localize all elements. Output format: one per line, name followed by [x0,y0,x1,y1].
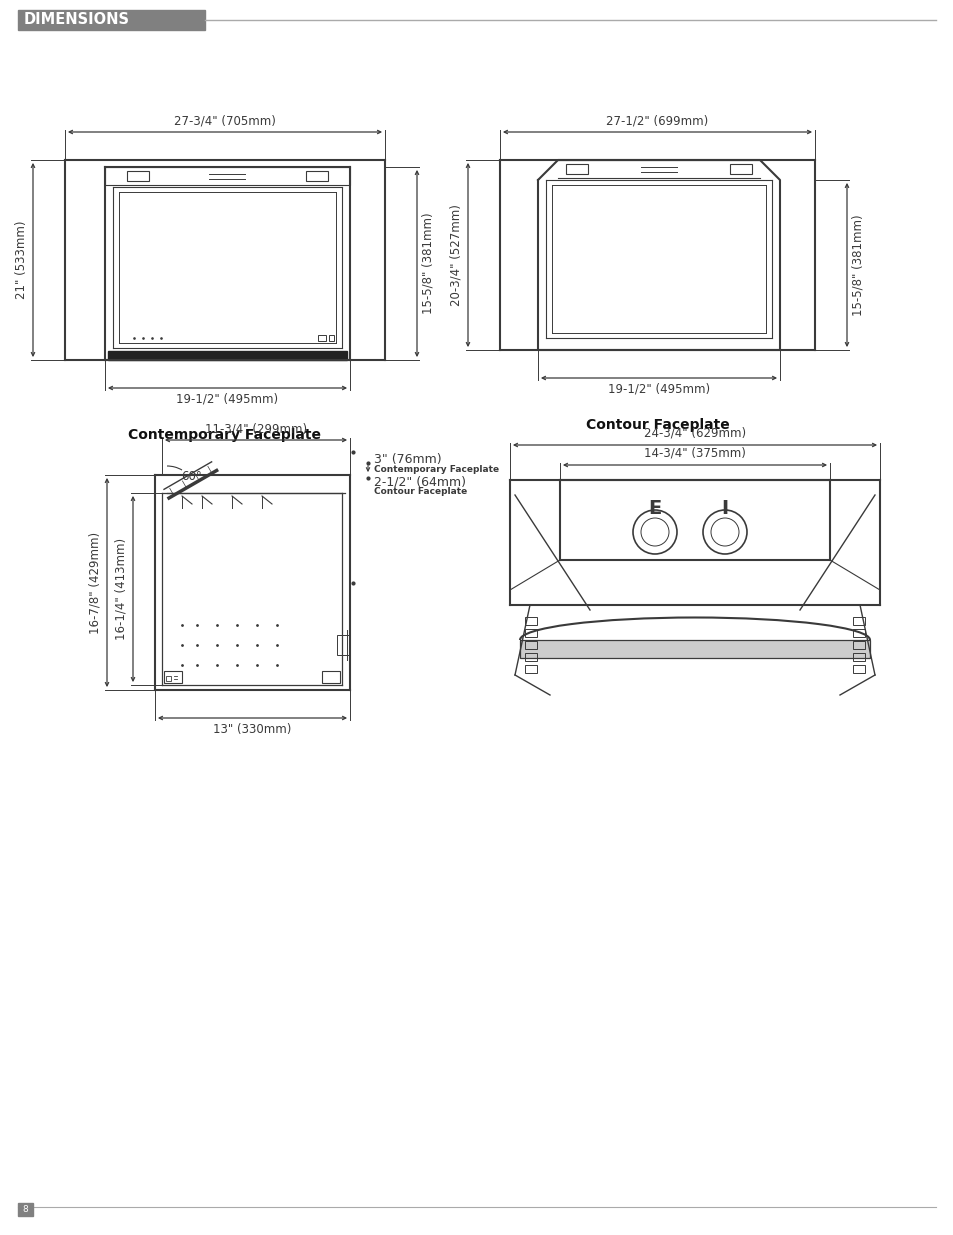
Bar [852,653,864,661]
Text: 2-1/2" (64mm): 2-1/2" (64mm) [374,475,465,489]
Bar [329,335,334,341]
Bar [164,671,182,683]
Bar [317,335,326,341]
Text: 27-3/4" (705mm): 27-3/4" (705mm) [173,114,275,127]
Text: 19-1/2" (495mm): 19-1/2" (495mm) [176,393,278,406]
Text: I: I [720,499,728,517]
Text: 21" (533mm): 21" (533mm) [15,221,28,299]
Text: 15-5/8" (381mm): 15-5/8" (381mm) [851,214,864,316]
Bar [336,635,349,655]
Bar [524,641,537,650]
Text: Contemporary Faceplate: Contemporary Faceplate [374,466,498,474]
Text: 27-1/2" (699mm): 27-1/2" (699mm) [606,114,708,127]
Bar [519,640,869,658]
Text: 14-3/4" (375mm): 14-3/4" (375mm) [643,447,745,459]
Bar [18,10,205,30]
Bar [166,676,171,680]
Bar [852,618,864,625]
Text: 60°: 60° [181,471,201,483]
Text: 16-1/4" (413mm): 16-1/4" (413mm) [115,538,128,640]
Bar [524,664,537,673]
Bar [729,164,751,174]
Text: Contour Faceplate: Contour Faceplate [374,488,467,496]
Text: 11-3/4" (299mm): 11-3/4" (299mm) [205,422,307,435]
Text: 15-5/8" (381mm): 15-5/8" (381mm) [421,212,435,315]
Bar [852,664,864,673]
Text: 19-1/2" (495mm): 19-1/2" (495mm) [607,383,709,396]
Bar [18,1203,33,1216]
Text: Contour Faceplate: Contour Faceplate [585,417,729,432]
Text: DIMENSIONS: DIMENSIONS [24,12,130,27]
Bar [105,167,350,185]
Bar [852,629,864,637]
Text: 3" (76mm): 3" (76mm) [374,453,441,467]
Bar [524,629,537,637]
Text: 20-3/4" (527mm): 20-3/4" (527mm) [450,204,462,306]
Bar [852,641,864,650]
Bar [108,351,347,359]
Bar [524,653,537,661]
Text: 8: 8 [23,1205,29,1214]
Text: 16-7/8" (429mm): 16-7/8" (429mm) [89,531,102,634]
Bar [565,164,587,174]
Bar [127,170,149,182]
Text: E: E [648,499,661,517]
Text: 13" (330mm): 13" (330mm) [213,722,292,736]
Text: 24-3/4" (629mm): 24-3/4" (629mm) [643,427,745,440]
Bar [524,618,537,625]
Text: Contemporary Faceplate: Contemporary Faceplate [129,429,321,442]
Bar [306,170,328,182]
Bar [322,671,339,683]
